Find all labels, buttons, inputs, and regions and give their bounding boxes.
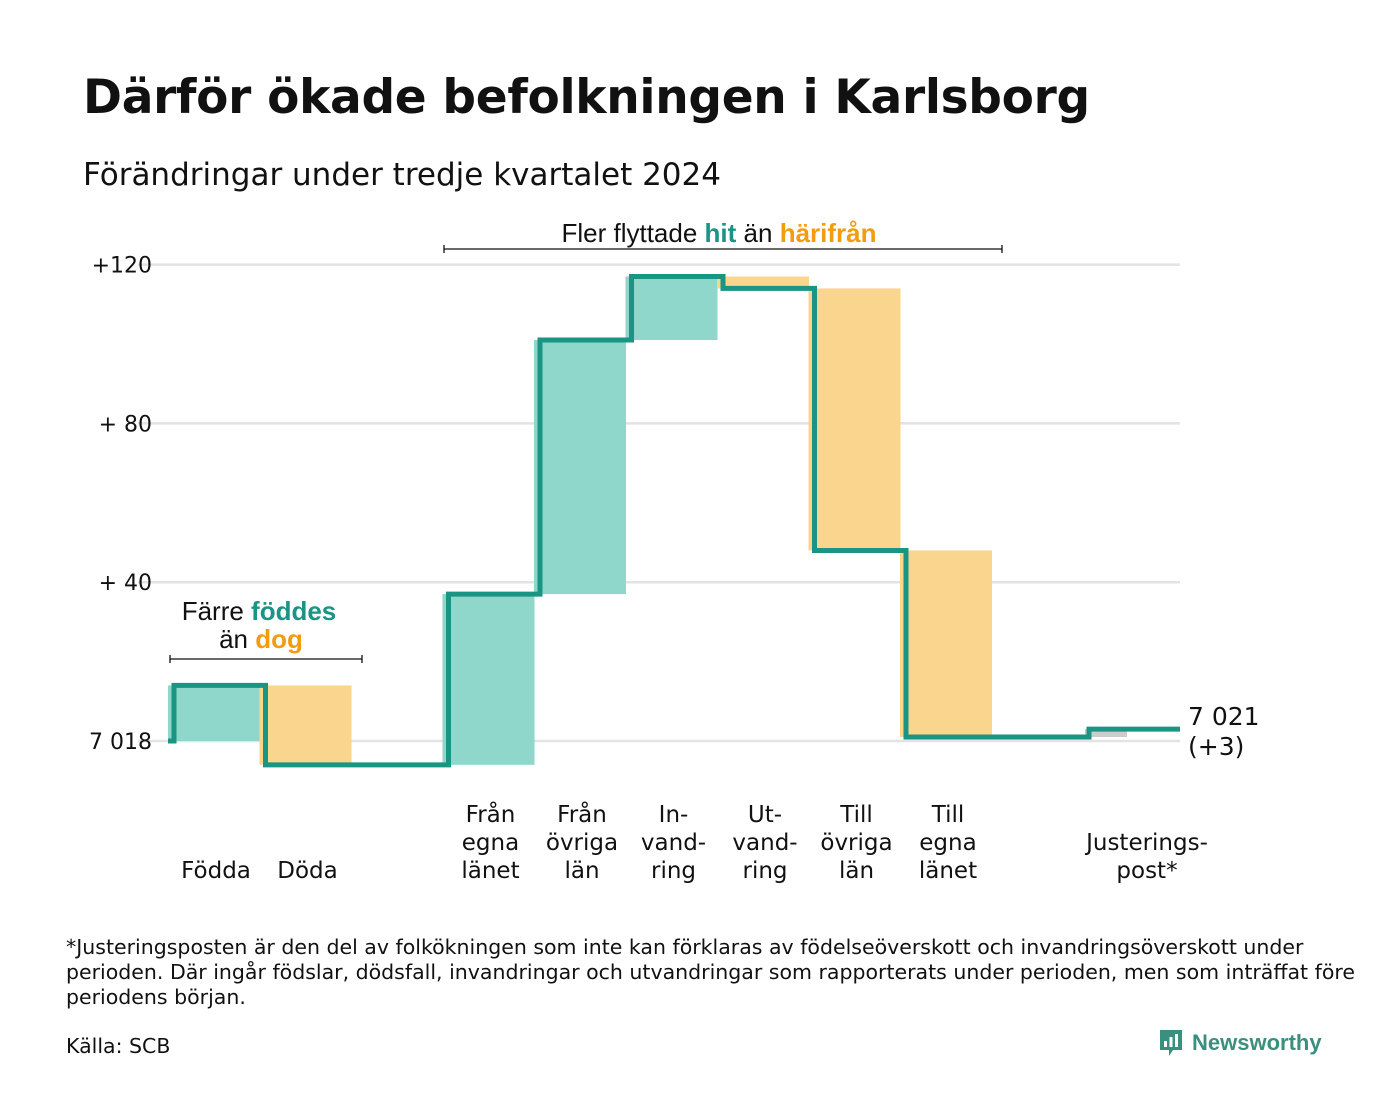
bar-ut-vand-ring bbox=[717, 276, 809, 289]
annotation-migration: Fler flyttade hit än härifrån bbox=[561, 218, 876, 248]
bar-till-övriga-län bbox=[808, 288, 901, 551]
annotation-word: hit bbox=[705, 218, 737, 248]
category-label: Döda bbox=[277, 858, 337, 884]
y-tick-label: + 80 bbox=[99, 412, 152, 437]
category-label-line: egna bbox=[919, 830, 976, 856]
y-tick-label: 7 018 bbox=[89, 730, 152, 755]
bar-till-egna-länet bbox=[900, 550, 992, 738]
category-label-line: Till bbox=[931, 802, 965, 828]
category-label-line: Födda bbox=[181, 858, 251, 884]
bar-döda bbox=[259, 685, 352, 765]
annotation-word: än bbox=[736, 218, 779, 248]
category-label-line: Från bbox=[557, 800, 607, 828]
newsworthy-chart-bubble-icon bbox=[1160, 1030, 1182, 1056]
category-label-line: Från bbox=[466, 800, 516, 828]
category-label-line: vand- bbox=[641, 830, 706, 856]
category-label-line: vand- bbox=[732, 830, 797, 856]
bar-justerings-post bbox=[1085, 729, 1127, 738]
annotation-birth-bracket bbox=[169, 655, 363, 663]
category-label-line: ring bbox=[651, 858, 696, 884]
category-label-line: post* bbox=[1116, 858, 1177, 884]
footnote: *Justeringsposten är den del av folkökni… bbox=[66, 935, 1355, 1009]
category-label: In-vand-ring bbox=[641, 802, 706, 884]
category-label-line: Döda bbox=[277, 858, 337, 884]
annotation-birth-line1: Färre föddes bbox=[182, 596, 337, 626]
category-label-line: övriga bbox=[820, 830, 892, 856]
category-label: Justerings-post* bbox=[1084, 830, 1208, 884]
end-change-label: (+3) bbox=[1188, 732, 1244, 761]
category-label: Födda bbox=[181, 858, 251, 884]
bar-från-övriga-län bbox=[534, 340, 626, 595]
bar-från-egna-länet bbox=[442, 594, 535, 765]
bar-födda bbox=[168, 685, 260, 741]
end-value-label: 7 021 bbox=[1188, 702, 1260, 731]
y-tick-label: + 40 bbox=[99, 571, 152, 596]
category-label-line: län bbox=[839, 858, 874, 884]
source-label: Källa: SCB bbox=[66, 1034, 171, 1058]
category-label-line: länet bbox=[919, 858, 977, 884]
annotation-word: Fler flyttade bbox=[561, 218, 704, 248]
category-label-line: In- bbox=[659, 802, 689, 828]
bar-in-vand-ring bbox=[625, 276, 718, 341]
category-label-line: Ut- bbox=[748, 802, 782, 828]
category-label-line: ring bbox=[742, 858, 787, 884]
category-label-line: Justerings- bbox=[1084, 830, 1208, 856]
annotation-word: dog bbox=[255, 624, 303, 654]
annotation-birth-line2: än dog bbox=[219, 624, 303, 654]
logo-text: Newsworthy bbox=[1192, 1030, 1322, 1055]
newsworthy-logo: Newsworthy bbox=[1158, 1028, 1322, 1058]
chart-title: Därför ökade befolkningen i Karlsborg bbox=[83, 70, 1090, 125]
y-tick-label: +120 bbox=[92, 254, 152, 279]
category-label-line: länet bbox=[461, 858, 519, 884]
annotation-word: än bbox=[219, 624, 255, 654]
category-label-line: Till bbox=[839, 802, 873, 828]
category-label-line: län bbox=[564, 858, 599, 884]
chart-subtitle: Förändringar under tredje kvartalet 2024 bbox=[83, 157, 721, 193]
annotation-word: härifrån bbox=[780, 218, 877, 248]
category-label-line: egna bbox=[462, 830, 519, 856]
cumulative-step-line bbox=[168, 274, 1180, 768]
annotation-word: Färre bbox=[182, 596, 251, 626]
category-label-line: övriga bbox=[546, 830, 618, 856]
annotation-word: föddes bbox=[251, 596, 336, 626]
annotation-migration-bracket bbox=[443, 245, 1003, 253]
category-label: Ut-vand-ring bbox=[732, 802, 797, 884]
